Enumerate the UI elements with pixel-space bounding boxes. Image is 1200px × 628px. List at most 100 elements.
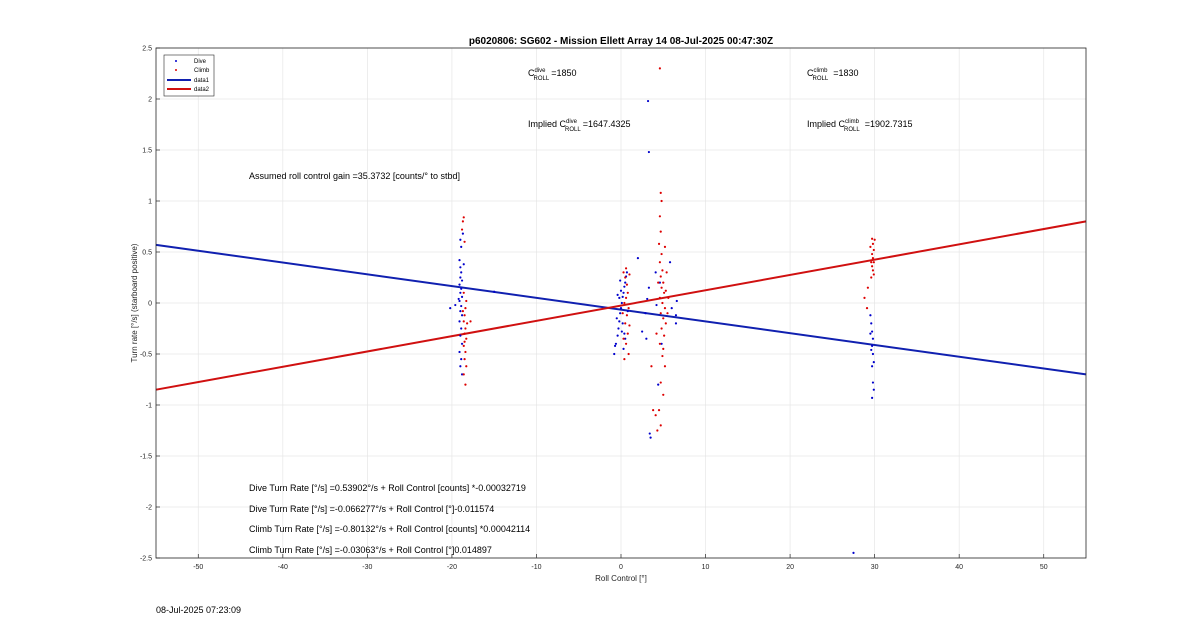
dive-point — [458, 259, 461, 262]
dive-point — [646, 99, 650, 103]
climb-point — [663, 334, 666, 337]
x-tick-label: -40 — [278, 564, 288, 571]
legend-climb-label: Climb — [194, 68, 210, 74]
dive-point — [619, 279, 622, 282]
climb-point — [871, 257, 875, 260]
dive-point — [459, 291, 462, 294]
x-tick-label: 10 — [702, 564, 710, 571]
climb-point — [655, 332, 658, 335]
dive-point — [454, 303, 457, 307]
dive-point — [869, 314, 872, 317]
dive-point — [649, 436, 652, 439]
legend: Dive Climb data1 data2 — [163, 54, 215, 97]
climb-point — [660, 327, 663, 330]
dive-point — [620, 330, 623, 333]
climb-point — [873, 238, 876, 241]
climb-point — [622, 271, 625, 274]
climb-point — [863, 296, 866, 299]
x-axis-label: Roll Control [°] — [595, 574, 647, 583]
dive-point — [449, 307, 452, 310]
climb-point — [660, 286, 663, 289]
data-points — [449, 67, 876, 555]
dive-point — [622, 291, 625, 294]
climb-point — [659, 312, 662, 315]
dive-point — [668, 261, 672, 264]
climb-point — [872, 248, 875, 252]
dive-equation-counts: Dive Turn Rate [°/s] =0.53902°/s + Roll … — [249, 483, 526, 493]
x-tick-label: 50 — [1040, 564, 1048, 571]
climb-point — [872, 261, 875, 264]
climb-point — [626, 291, 629, 294]
climb-point — [662, 393, 665, 396]
climb-point — [462, 344, 465, 347]
implied-c-climb-annotation: Implied Cclimb ROLL=1902.7315 — [807, 119, 913, 133]
climb-point — [872, 273, 875, 276]
climb-point — [463, 240, 466, 243]
climb-point — [650, 365, 653, 368]
climb-point — [464, 383, 467, 386]
dive-point — [870, 322, 873, 325]
dive-point — [460, 271, 463, 274]
climb-point — [464, 307, 467, 310]
x-tick-label: -20 — [447, 564, 457, 571]
climb-point — [658, 342, 661, 345]
climb-point — [871, 269, 875, 272]
x-tick-label: 40 — [955, 564, 963, 571]
dive-point — [619, 312, 622, 315]
print-timestamp: 08-Jul-2025 07:23:09 — [156, 605, 242, 615]
dive-point — [462, 263, 465, 266]
dive-point — [461, 232, 464, 235]
climb-point — [666, 312, 669, 315]
climb-point — [624, 267, 628, 270]
x-tick-label: 30 — [871, 564, 879, 571]
climb-point — [657, 281, 660, 284]
climb-point — [667, 296, 670, 299]
climb-point — [660, 252, 663, 256]
dive-point — [493, 290, 496, 293]
climb-point — [462, 320, 465, 323]
climb-point — [658, 215, 661, 218]
dive-point — [618, 320, 621, 323]
dive-point — [458, 283, 461, 286]
climb-point — [463, 340, 466, 343]
dive-point — [655, 303, 658, 307]
roll-gain-annotation: Assumed roll control gain =35.3732 [coun… — [249, 171, 460, 181]
dive-point — [459, 238, 462, 241]
dive-point — [624, 337, 627, 340]
dive-point — [457, 297, 460, 301]
y-tick-label: -2 — [146, 505, 152, 512]
climb-point — [659, 424, 662, 427]
climb-point — [656, 429, 659, 432]
y-tick-label: 1 — [148, 199, 152, 206]
dive-point — [460, 245, 463, 248]
climb-point — [866, 286, 869, 289]
climb-point — [465, 299, 468, 303]
dive-point — [623, 332, 626, 335]
climb-point — [869, 245, 872, 248]
climb-point — [865, 307, 869, 310]
climb-point — [658, 261, 661, 264]
dive-point — [660, 342, 663, 345]
climb-point — [465, 337, 468, 340]
dive-point — [654, 271, 657, 274]
dive-point — [615, 317, 618, 320]
climb-point — [623, 301, 626, 305]
dive-point — [625, 271, 629, 274]
climb-point — [659, 191, 662, 194]
dive-point — [460, 314, 464, 317]
y-tick-label: -0.5 — [140, 352, 152, 359]
climb-point — [621, 312, 624, 315]
dive-point — [460, 373, 464, 376]
dive-point — [460, 327, 463, 330]
climb-point — [663, 245, 667, 248]
climb-point — [460, 228, 464, 231]
climb-point — [871, 242, 875, 245]
climb-point — [466, 322, 469, 325]
climb-point — [627, 307, 630, 310]
chart-title: p6020806: SG602 - Mission Ellett Array 1… — [469, 36, 773, 47]
climb-point — [871, 252, 874, 256]
dive-point — [871, 396, 874, 399]
climb-point — [662, 281, 665, 284]
fit-line-data2 — [155, 220, 1087, 391]
climb-point — [465, 365, 468, 368]
